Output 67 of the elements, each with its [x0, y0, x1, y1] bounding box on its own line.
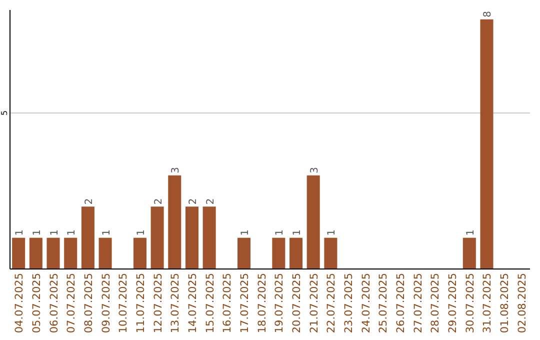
x-tick-label: 20.07.2025: [291, 273, 304, 334]
x-tick-label: 25.07.2025: [378, 273, 390, 334]
x-tick-label: 06.07.2025: [48, 273, 60, 334]
data-label: 2: [84, 198, 95, 205]
data-label: 1: [274, 229, 286, 236]
bar: [480, 19, 494, 269]
x-tick-label: 18.07.2025: [256, 273, 268, 334]
x-tick-label: 26.07.2025: [395, 273, 408, 334]
bar: [12, 238, 26, 269]
x-tick-label: 24.07.2025: [360, 273, 372, 334]
x-tick-label: 07.07.2025: [66, 273, 78, 334]
x-tick-label: 19.07.2025: [274, 273, 286, 334]
x-tick-label: 17.07.2025: [238, 273, 251, 334]
data-label: 1: [49, 229, 60, 236]
bar: [202, 206, 216, 269]
bar: [46, 238, 60, 269]
bar: [272, 238, 286, 269]
x-tick-label: 16.07.2025: [222, 273, 234, 334]
x-tick-label: 09.07.2025: [100, 273, 112, 334]
bar: [29, 238, 42, 269]
x-tick-label: 12.07.2025: [152, 273, 164, 334]
x-tick-label: 13.07.2025: [170, 273, 182, 334]
bar: [98, 238, 112, 269]
bar: [324, 238, 338, 269]
x-tick-label: 10.07.2025: [118, 273, 130, 334]
x-tick-label: 22.07.2025: [326, 273, 338, 334]
bar: [133, 238, 146, 269]
data-label: 1: [326, 229, 338, 236]
data-label: 2: [153, 198, 164, 205]
data-label: 1: [14, 229, 26, 236]
bar: [462, 238, 476, 269]
x-tick-label: 27.07.2025: [412, 273, 424, 334]
x-tick-label: 02.08.2025: [516, 273, 528, 334]
data-label: 3: [170, 167, 182, 174]
bar: [290, 238, 303, 269]
x-tick-label: 01.08.2025: [499, 273, 512, 334]
bar: [168, 175, 182, 269]
x-tick-label: 31.07.2025: [482, 273, 494, 334]
x-tick-label: 08.07.2025: [82, 273, 95, 334]
bar: [306, 175, 320, 269]
x-tick-label: 23.07.2025: [343, 273, 356, 334]
bar: [237, 238, 250, 269]
data-label: 3: [309, 167, 320, 174]
data-label: 2: [188, 198, 199, 205]
x-tick-label: 15.07.2025: [204, 273, 216, 334]
bar: [81, 206, 94, 269]
data-label: 1: [101, 229, 112, 236]
x-tick-label: 21.07.2025: [308, 273, 320, 334]
bar: [185, 206, 198, 269]
x-tick-label: 04.07.2025: [14, 273, 26, 334]
x-tick-label: 11.07.2025: [134, 273, 147, 334]
data-label: 1: [465, 229, 476, 236]
data-label: 2: [205, 198, 216, 205]
x-tick-label: 30.07.2025: [464, 273, 476, 334]
x-tick-label: 29.07.2025: [447, 273, 460, 334]
bar: [150, 206, 164, 269]
bar: [64, 238, 78, 269]
data-label: 1: [292, 229, 304, 236]
data-label: 8: [482, 10, 494, 18]
x-tick-label: 28.07.2025: [430, 273, 442, 334]
y-tick-label: 5: [0, 110, 9, 116]
data-label: 1: [32, 229, 43, 236]
x-tick-label: 05.07.2025: [30, 273, 43, 334]
data-label: 1: [240, 229, 251, 236]
x-tick-label: 14.07.2025: [186, 273, 199, 334]
data-label: 1: [66, 229, 78, 236]
data-label: 1: [136, 229, 147, 236]
